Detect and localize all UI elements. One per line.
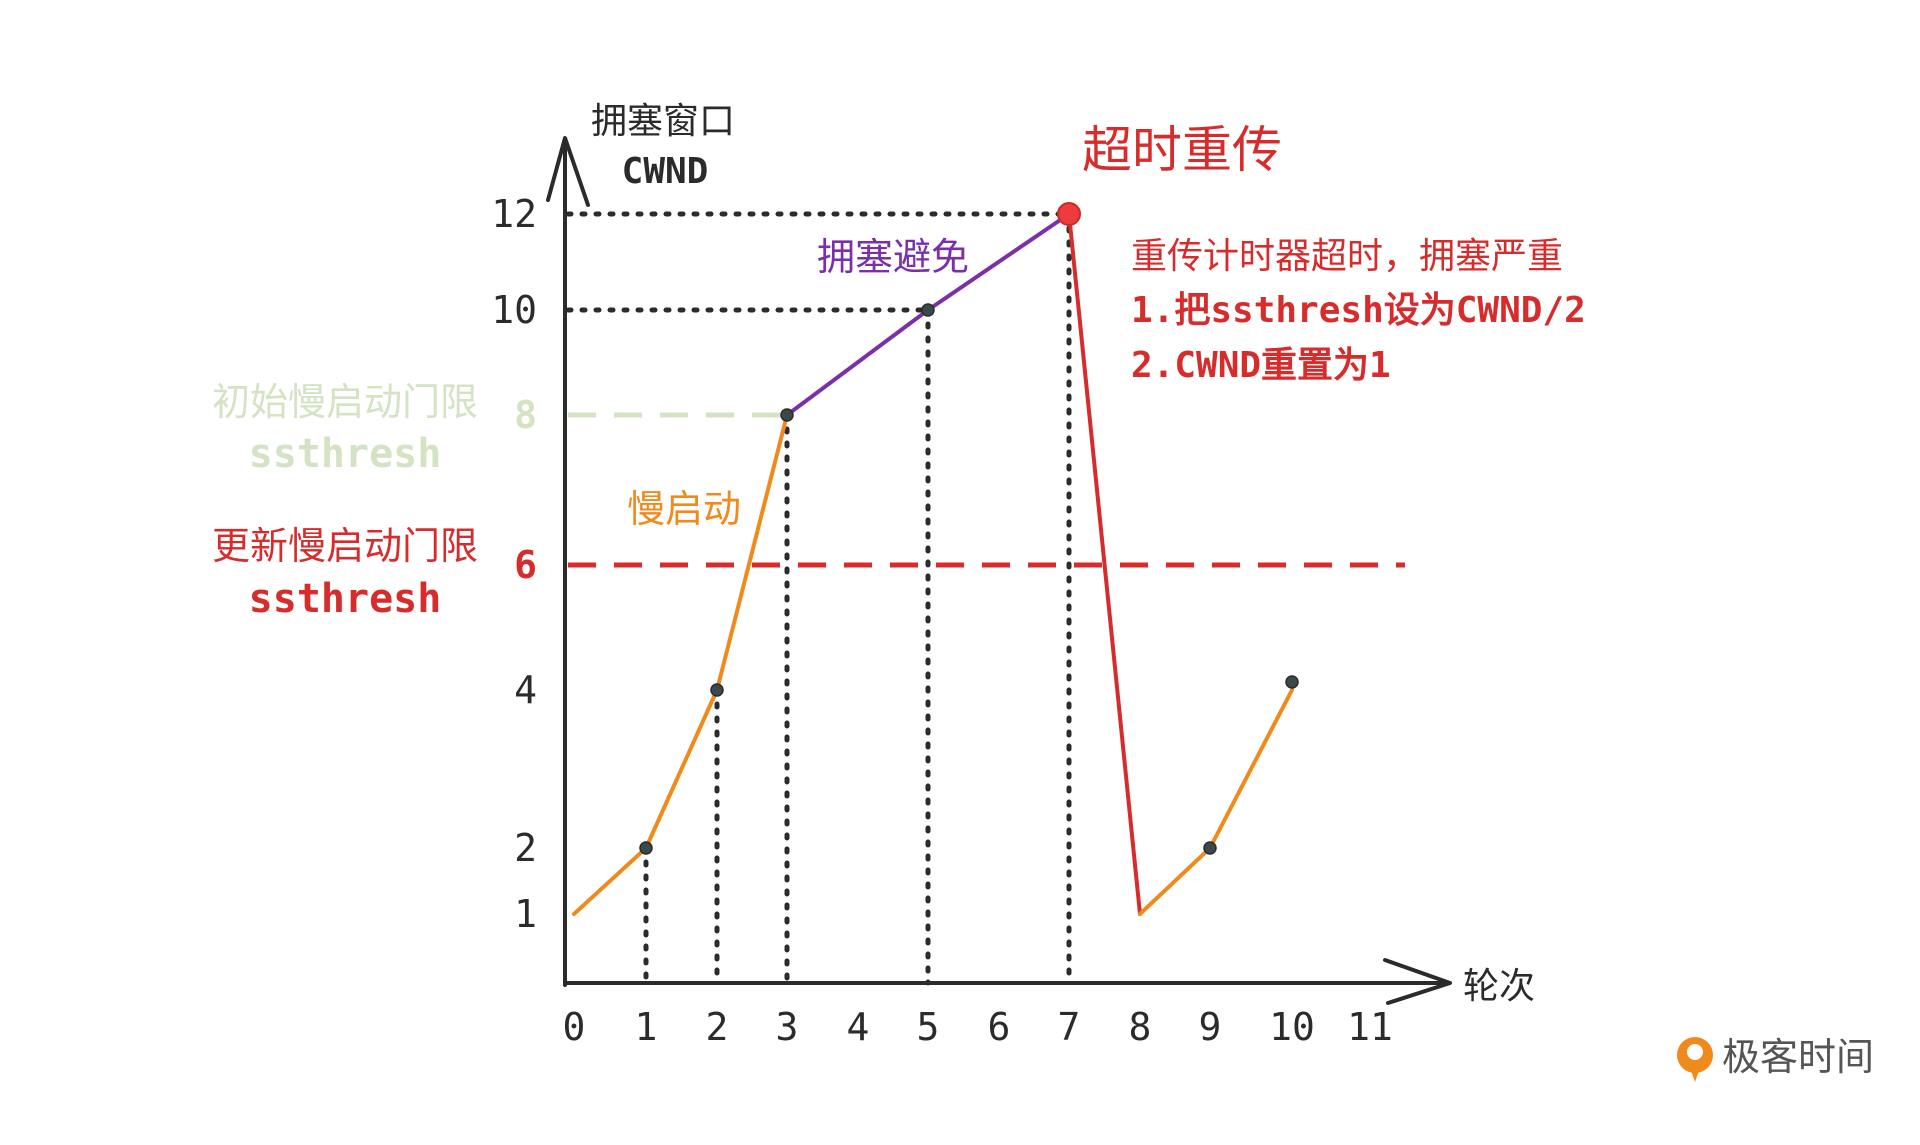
data-points bbox=[639, 202, 1299, 855]
x-axis-label: 轮次 bbox=[1463, 966, 1535, 1007]
data-point bbox=[639, 841, 653, 855]
y-tick-label: 8 bbox=[514, 393, 537, 437]
threshold-initial-label-line1: 初始慢启动门限 bbox=[212, 380, 478, 424]
y-tick-label: 12 bbox=[491, 192, 537, 236]
y-tick-label: 2 bbox=[514, 826, 537, 870]
y-tick-label: 1 bbox=[514, 892, 537, 936]
timeout-note-3: 2.CWND重置为1 bbox=[1131, 345, 1391, 386]
x-tick-label: 6 bbox=[988, 1005, 1011, 1049]
congestion-avoidance-label: 拥塞避免 bbox=[817, 235, 969, 279]
brand-name: 极客时间 bbox=[1722, 1035, 1874, 1079]
guide-lines bbox=[565, 211, 1072, 986]
data-point bbox=[921, 303, 935, 317]
threshold-updated-label-line2: ssthresh bbox=[249, 576, 442, 622]
threshold-updated-label-line1: 更新慢启动门限 bbox=[212, 524, 478, 568]
x-tick-label: 11 bbox=[1347, 1005, 1393, 1049]
x-tick-label: 9 bbox=[1199, 1005, 1222, 1049]
timeout-title: 超时重传 bbox=[1082, 121, 1282, 179]
x-tick-label: 1 bbox=[635, 1005, 658, 1049]
brand-logo: 极客时间 bbox=[1677, 1035, 1874, 1082]
brand-icon bbox=[1677, 1037, 1713, 1082]
x-tick-label: 7 bbox=[1058, 1005, 1081, 1049]
x-axis-arrow bbox=[1383, 958, 1452, 1005]
x-tick-label: 3 bbox=[776, 1005, 799, 1049]
data-point bbox=[710, 683, 724, 697]
x-tick-label: 8 bbox=[1129, 1005, 1152, 1049]
y-axis-arrow bbox=[546, 136, 590, 207]
x-tick-label: 10 bbox=[1269, 1005, 1315, 1049]
series-timeout-drop bbox=[1067, 212, 1142, 916]
x-tick-label: 0 bbox=[563, 1005, 586, 1049]
data-point bbox=[1203, 841, 1217, 855]
x-tick-label: 5 bbox=[917, 1005, 940, 1049]
slow-start-label: 慢启动 bbox=[627, 487, 741, 531]
x-tick-label: 2 bbox=[706, 1005, 729, 1049]
x-tick-label: 4 bbox=[847, 1005, 870, 1049]
y-axis-label-line1: 拥塞窗口 bbox=[591, 101, 735, 142]
axes bbox=[546, 136, 1452, 1005]
y-axis-label-line2: CWND bbox=[622, 151, 709, 192]
data-point bbox=[1285, 675, 1299, 689]
threshold-lines bbox=[568, 412, 1405, 568]
y-tick-label: 6 bbox=[514, 543, 537, 587]
data-point-timeout bbox=[1057, 202, 1081, 226]
series-restart-slow-start bbox=[1138, 688, 1294, 916]
y-tick-label: 4 bbox=[514, 668, 537, 712]
timeout-note-1: 重传计时器超时，拥塞严重 bbox=[1131, 236, 1563, 277]
x-tick-labels: 0 1 2 3 4 5 6 7 8 9 10 11 bbox=[563, 1005, 1393, 1049]
threshold-initial-label-line2: ssthresh bbox=[249, 431, 442, 477]
series-slow-start bbox=[572, 413, 789, 916]
y-tick-label: 10 bbox=[491, 288, 537, 332]
timeout-note-2: 1.把ssthresh设为CWND/2 bbox=[1131, 290, 1586, 331]
data-point bbox=[780, 408, 794, 422]
